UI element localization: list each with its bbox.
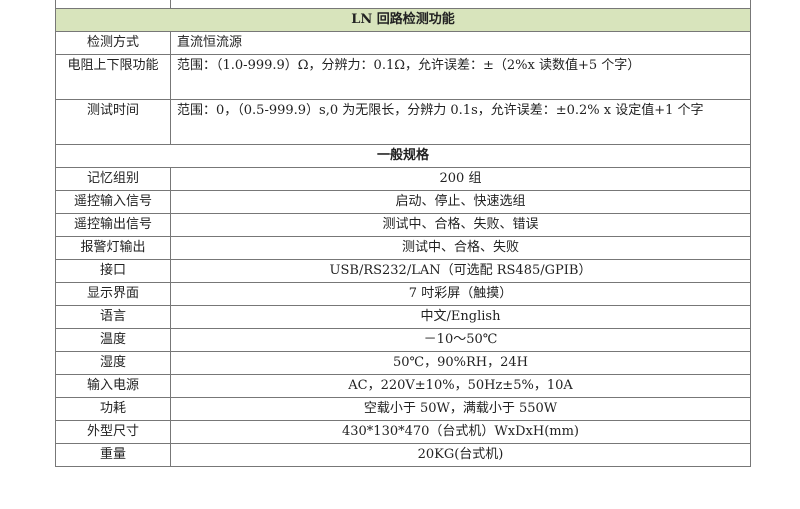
table-row: 报警灯输出 测试中、合格、失败 [55, 236, 751, 260]
row-value: 测试中、合格、失败、错误 [170, 213, 751, 237]
table-row: 遥控输出信号 测试中、合格、失败、错误 [55, 213, 751, 237]
spec-table: LN 回路检测功能 检测方式 直流恒流源 电阻上下限功能 范围：（1.0-999.9… [55, 0, 751, 467]
section-title: 一般规格 [55, 144, 751, 168]
row-value: 20KG(台式机) [170, 443, 751, 467]
table-row: 遥控输入信号 启动、停止、快速选组 [55, 190, 751, 214]
row-value: －10～50℃ [170, 328, 751, 352]
row-label: 接口 [55, 259, 171, 283]
table-row: 测试时间 范围：0，（0.5-999.9）s,0 为无限长，分辨力 0.1s，允许… [55, 99, 751, 145]
table-row: 功耗 空载小于 50W，满载小于 550W [55, 397, 751, 421]
row-value: 启动、停止、快速选组 [170, 190, 751, 214]
row-value: 范围：0，（0.5-999.9）s,0 为无限长，分辨力 0.1s，允许误差：±… [170, 99, 751, 145]
row-label: 遥控输出信号 [55, 213, 171, 237]
cell [55, 0, 171, 9]
row-value: 直流恒流源 [170, 31, 751, 55]
section-header-ln: LN 回路检测功能 [55, 8, 751, 32]
table-row: 检测方式 直流恒流源 [55, 31, 751, 55]
table-row: 重量 20KG(台式机) [55, 443, 751, 467]
row-value: 50℃，90%RH，24H [170, 351, 751, 375]
row-value: 空载小于 50W，满载小于 550W [170, 397, 751, 421]
table-row: 输入电源 AC，220V±10%，50Hz±5%，10A [55, 374, 751, 398]
row-label: 显示界面 [55, 282, 171, 306]
row-label: 检测方式 [55, 31, 171, 55]
table-row: 显示界面 7 吋彩屏（触摸） [55, 282, 751, 306]
row-label: 功耗 [55, 397, 171, 421]
row-label: 报警灯输出 [55, 236, 171, 260]
table-row: 接口 USB/RS232/LAN（可选配 RS485/GPIB） [55, 259, 751, 283]
row-value: 7 吋彩屏（触摸） [170, 282, 751, 306]
row-value: USB/RS232/LAN（可选配 RS485/GPIB） [170, 259, 751, 283]
table-row: 外型尺寸 430*130*470（台式机）WxDxH(mm) [55, 420, 751, 444]
row-label: 语言 [55, 305, 171, 329]
row-label: 温度 [55, 328, 171, 352]
table-row: 温度 －10～50℃ [55, 328, 751, 352]
row-value: 200 组 [170, 167, 751, 191]
row-label: 外型尺寸 [55, 420, 171, 444]
row-label: 重量 [55, 443, 171, 467]
row-label: 输入电源 [55, 374, 171, 398]
cell [170, 0, 751, 9]
table-row: 电阻上下限功能 范围：（1.0-999.9）Ω，分辨力：0.1Ω，允许误差：±（2… [55, 54, 751, 100]
row-label: 测试时间 [55, 99, 171, 145]
section-header-general: 一般规格 [55, 144, 751, 168]
row-value: 430*130*470（台式机）WxDxH(mm) [170, 420, 751, 444]
row-value: 范围：（1.0-999.9）Ω，分辨力：0.1Ω，允许误差：±（2%x 读数值+… [170, 54, 751, 100]
row-value: 中文/English [170, 305, 751, 329]
row-label: 遥控输入信号 [55, 190, 171, 214]
table-row: 湿度 50℃，90%RH，24H [55, 351, 751, 375]
table-row [55, 0, 751, 9]
row-label: 湿度 [55, 351, 171, 375]
row-value: 测试中、合格、失败 [170, 236, 751, 260]
row-label: 电阻上下限功能 [55, 54, 171, 100]
table-row: 记忆组别 200 组 [55, 167, 751, 191]
row-value: AC，220V±10%，50Hz±5%，10A [170, 374, 751, 398]
section-title: LN 回路检测功能 [55, 8, 751, 32]
row-label: 记忆组别 [55, 167, 171, 191]
table-row: 语言 中文/English [55, 305, 751, 329]
